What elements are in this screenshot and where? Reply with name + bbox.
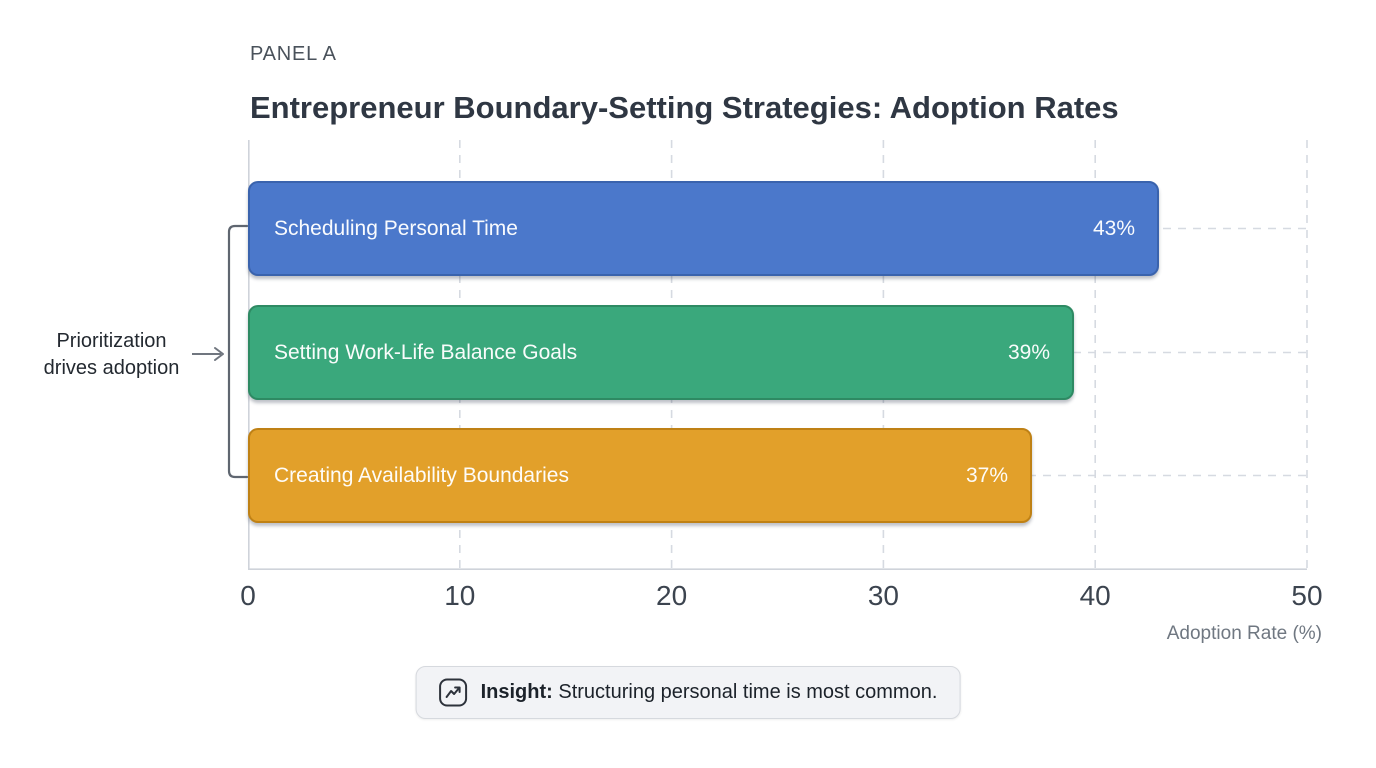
group-bracket — [227, 224, 249, 479]
x-tick-0: 0 — [240, 580, 256, 611]
bar-label: Setting Work-Life Balance Goals — [274, 340, 578, 364]
bar-label: Creating Availability Boundaries — [274, 463, 569, 487]
x-tick-20: 20 — [656, 580, 688, 611]
right-arrow-icon — [192, 347, 224, 361]
trend-up-icon — [439, 678, 468, 707]
annotation-text: Prioritization drives adoption — [24, 328, 199, 382]
x-tick-30: 30 — [867, 580, 899, 611]
insight-label: Insight: — [480, 681, 553, 703]
x-tick-10: 10 — [444, 580, 476, 611]
bar-label: Scheduling Personal Time — [274, 216, 518, 240]
chart-title: Entrepreneur Boundary-Setting Strategies… — [250, 90, 1119, 125]
insight-sentence: Structuring personal time is most common… — [552, 681, 938, 703]
bar-setting-work-life-balance-goals: Setting Work-Life Balance Goals 39% — [248, 305, 1074, 400]
x-axis-label: Adoption Rate (%) — [1166, 623, 1322, 644]
bar-value: 39% — [1007, 340, 1050, 364]
x-tick-50: 50 — [1291, 580, 1323, 611]
x-tick-40: 40 — [1079, 580, 1111, 611]
bar-creating-availability-boundaries: Creating Availability Boundaries 37% — [248, 428, 1032, 523]
bar-scheduling-personal-time: Scheduling Personal Time 43% — [248, 181, 1159, 276]
bar-value: 43% — [1092, 216, 1135, 240]
plot-area: Scheduling Personal Time 43% Setting Wor… — [248, 140, 1308, 571]
insight-box: Insight: Structuring personal time is mo… — [415, 666, 961, 719]
annotation-line2: drives adoption — [43, 357, 180, 379]
panel-label: PANEL A — [250, 43, 337, 65]
annotation-line1: Prioritization — [56, 330, 167, 352]
insight-text: Insight: Structuring personal time is mo… — [481, 681, 938, 704]
bar-value: 37% — [965, 463, 1008, 487]
